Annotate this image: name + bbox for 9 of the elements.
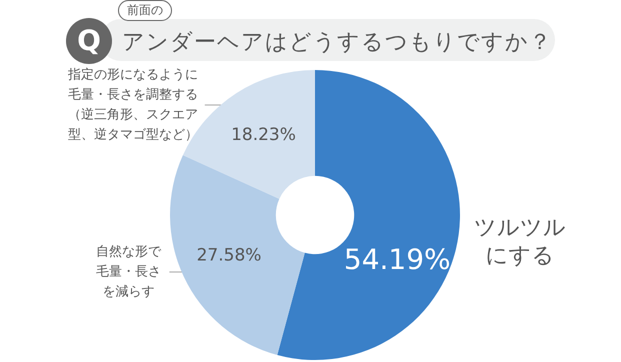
slice-label: 指定の形になるように毛量・長さを調整する（逆三角形、スクエア型、逆タマゴ型など）	[66, 68, 198, 142]
data-label: 27.58%	[196, 246, 262, 266]
slice-label: ツルツルにする	[474, 216, 566, 269]
data-label: 18.23%	[231, 125, 296, 146]
slice-label: 自然な形で毛量・長さを減らす	[96, 244, 162, 300]
q-badge: Q	[66, 18, 112, 64]
data-label: 54.19%	[344, 242, 451, 276]
speech-bubble: 前面の	[118, 0, 172, 21]
chart-title: アンダーヘアはどうするつもりですか？	[122, 29, 552, 57]
